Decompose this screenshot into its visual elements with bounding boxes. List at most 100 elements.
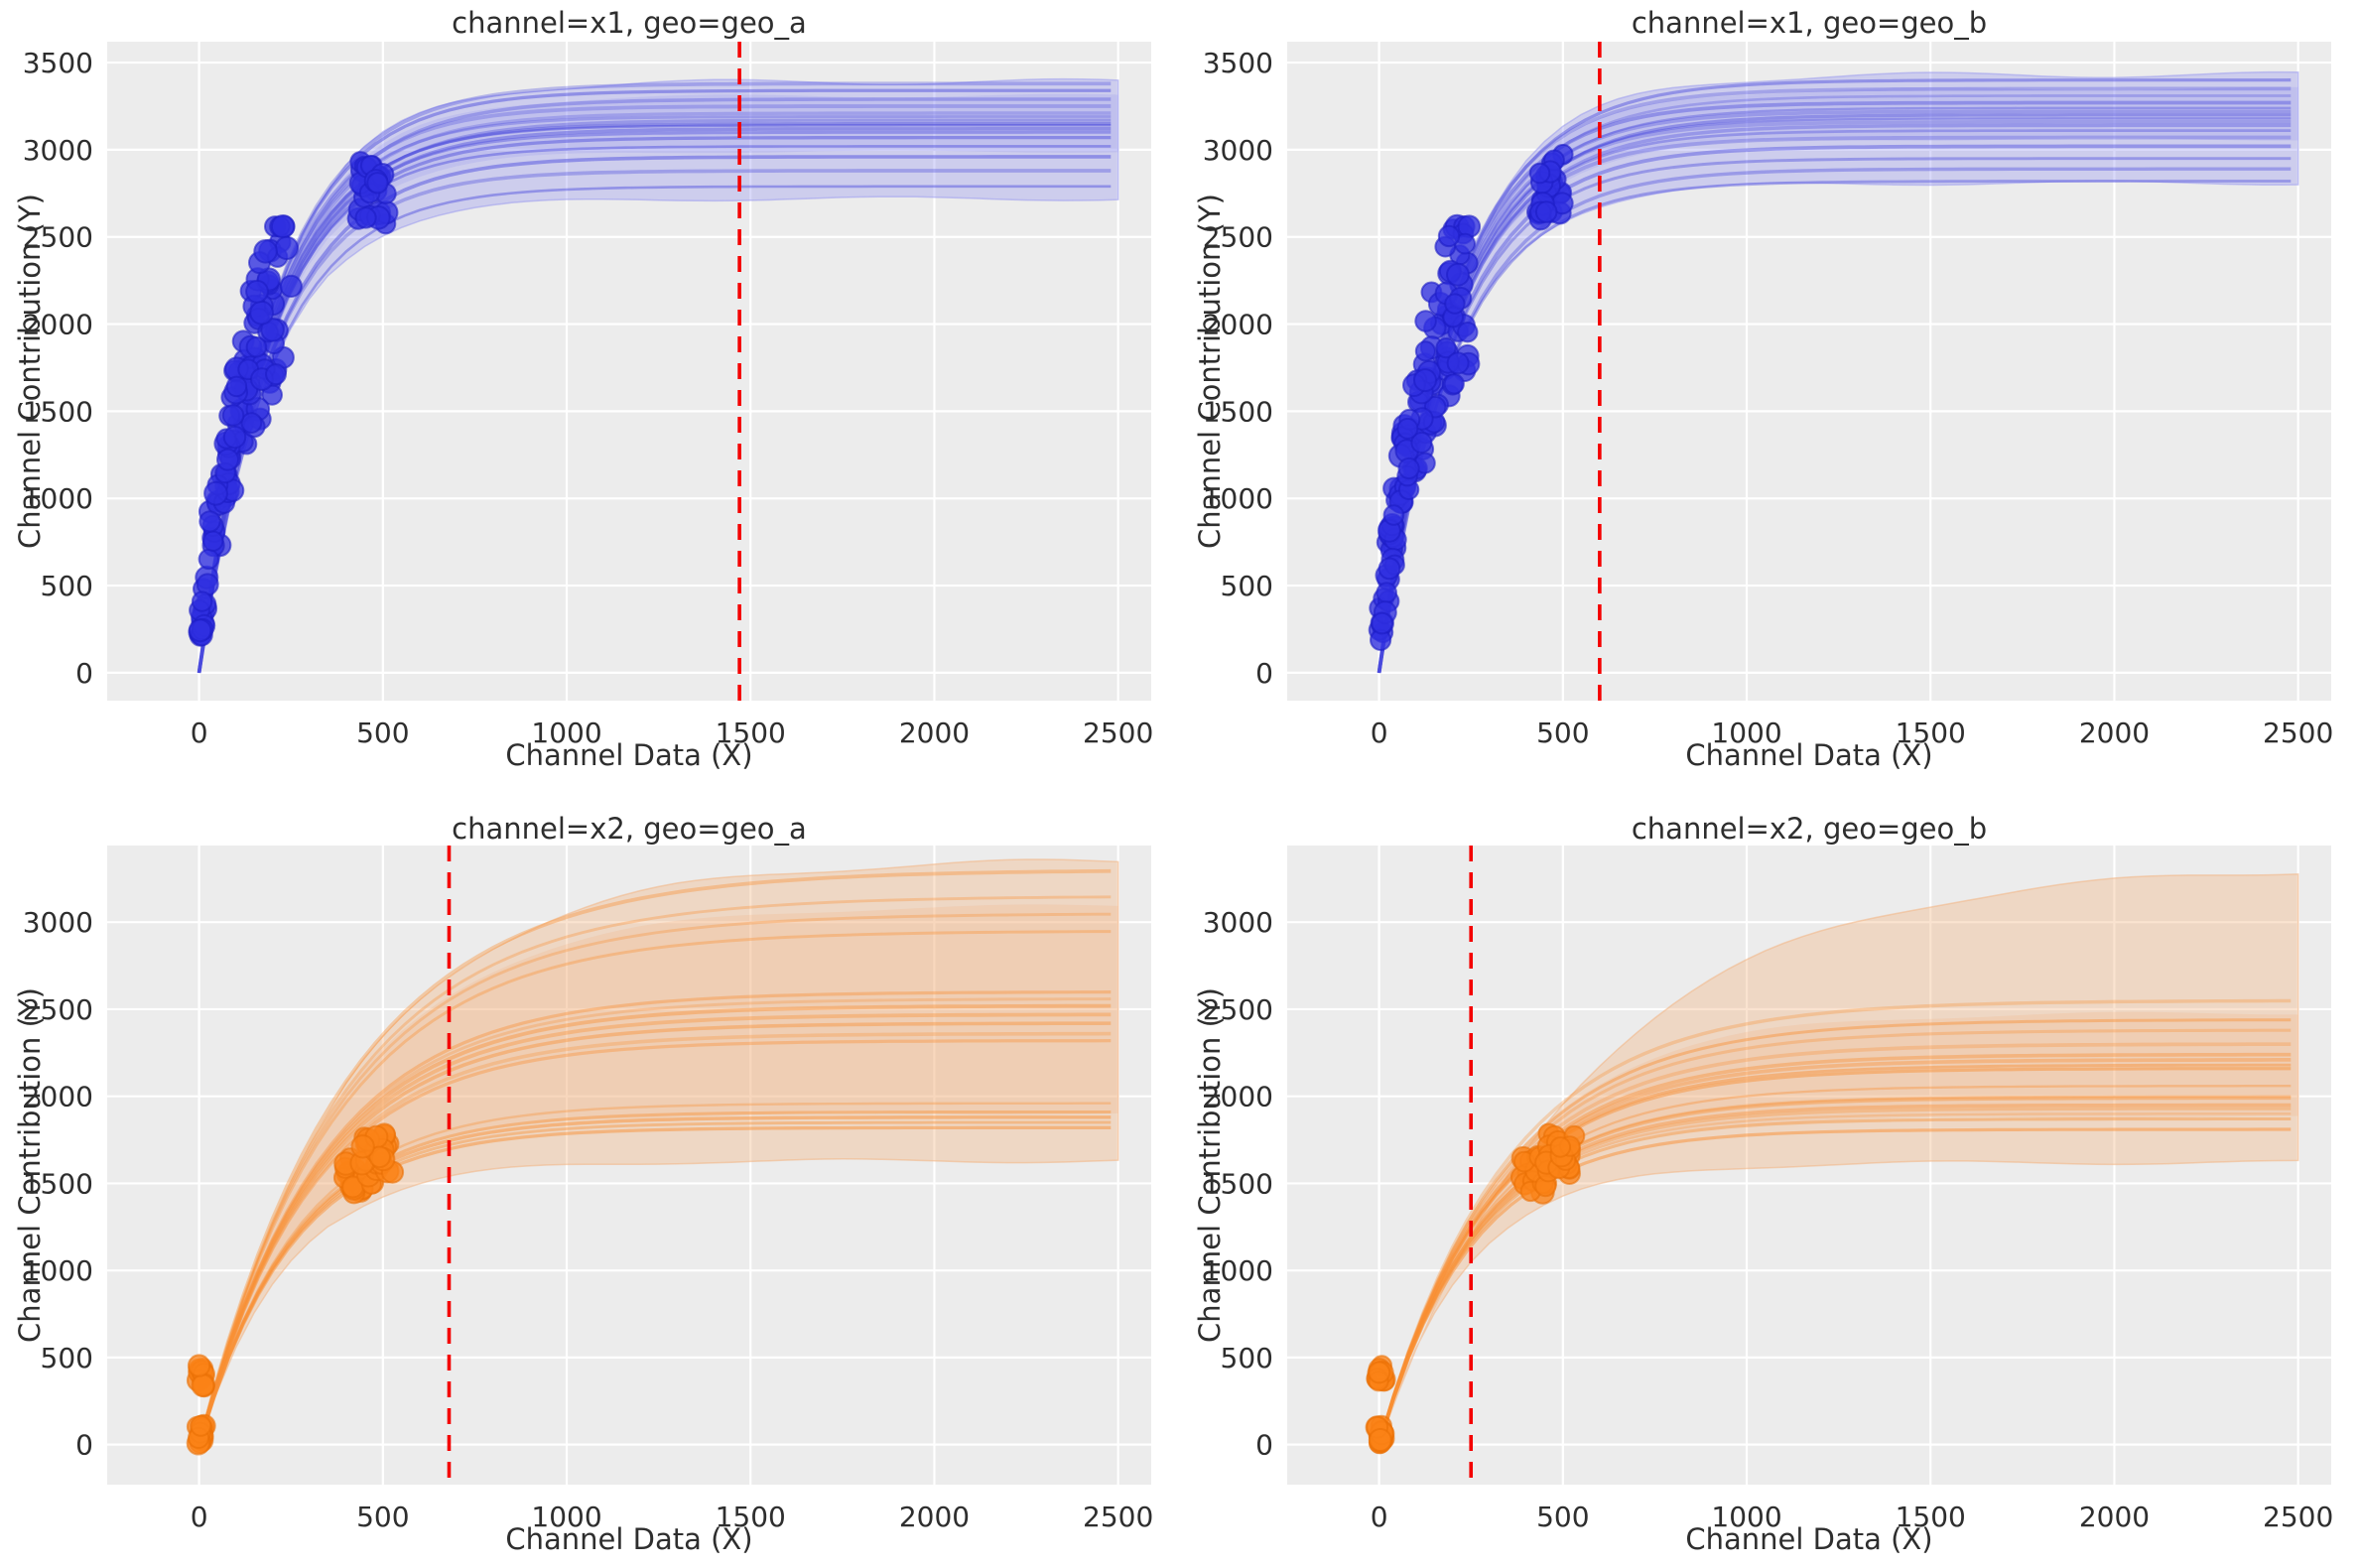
data-point: [221, 404, 245, 427]
data-point: [1414, 310, 1437, 332]
data-point: [265, 363, 287, 386]
x-tick-label: 500: [1536, 717, 1589, 749]
saturation-curve: [1377, 998, 2292, 1446]
data-point: [270, 214, 296, 239]
y-tick-label: 3000: [1203, 906, 1273, 939]
scatter-layer: [1365, 1122, 1586, 1455]
x-tick-label: 2000: [2079, 717, 2150, 749]
x-tick-label: 2000: [899, 1501, 970, 1533]
plot-canvas-x1-geo-a: 0 500 1000 1500 2000 2500 0 500 1000 1500 2000 2500…: [23, 42, 1154, 749]
tick-labels: 0 500 1000 1500 2000 2500 0 500 1000 1500 2000 2500…: [1203, 906, 2334, 1533]
scatter-layer: [1368, 143, 1574, 652]
y-tick-label: 500: [41, 1342, 93, 1374]
saturation-curve: [197, 868, 1112, 1446]
data-point: [191, 1373, 215, 1397]
tick-labels: 0 500 1000 1500 2000 2500 0 500 1000 1500 2000 2500…: [23, 47, 1154, 749]
y-tick-label: 3000: [23, 134, 93, 167]
data-point: [190, 1414, 212, 1437]
data-point: [1368, 1428, 1392, 1452]
saturation-curve: [197, 930, 1112, 1445]
y-tick-label: 2500: [23, 993, 93, 1026]
data-point: [354, 206, 377, 229]
y-tick-label: 500: [1221, 1342, 1273, 1374]
saturation-curve: [197, 104, 1112, 674]
y-tick-label: 3000: [23, 906, 93, 939]
data-point: [1528, 162, 1551, 185]
data-point: [225, 375, 248, 398]
y-tick-label: 2000: [1203, 1081, 1273, 1113]
data-point: [253, 239, 278, 264]
data-point: [1410, 432, 1433, 454]
data-point: [1413, 368, 1437, 393]
saturation-curve: [1377, 78, 2292, 674]
x-tick-label: 1500: [1896, 717, 1966, 749]
saturation-curve: [197, 1012, 1112, 1446]
plot-canvas-x1-geo-b: 0 500 1000 1500 2000 2500 0 500 1000 1500 2000 2500…: [1203, 42, 2334, 749]
data-point: [1444, 293, 1466, 315]
y-tick-label: 1000: [23, 1254, 93, 1287]
y-tick-label: 1000: [1203, 1254, 1273, 1287]
x-tick-label: 0: [1371, 717, 1388, 749]
saturation-curve: [1377, 119, 2292, 674]
saturation-curve: [1377, 167, 2292, 674]
data-point: [222, 425, 247, 450]
x-tick-label: 0: [191, 1501, 208, 1533]
y-tick-label: 2500: [1203, 221, 1273, 254]
saturation-curve: [1377, 129, 2292, 674]
saturation-curve: [1377, 1028, 2292, 1446]
data-point: [202, 530, 224, 552]
x-tick-label: 2500: [2263, 1501, 2333, 1533]
x-tick-label: 2500: [2263, 717, 2333, 749]
tick-labels: 0 500 1000 1500 2000 2500 0 500 1000 1500 2000 2500…: [1203, 47, 2334, 749]
plot-canvas-x2-geo-a: 0 500 1000 1500 2000 2500 0 500 1000 1500 2000 2500…: [23, 846, 1153, 1533]
panel-x2-geo-b: 0 500 1000 1500 2000 2500 0 500 1000 1500 2000 2500…: [1180, 784, 2360, 1568]
panel-title: channel=x1, geo=geo_a: [452, 6, 807, 40]
saturation-curve: [1377, 113, 2292, 674]
data-point: [279, 274, 303, 298]
uncertainty-band: [1377, 873, 2299, 1445]
y-tick-label: 500: [1221, 570, 1273, 602]
panel-title: channel=x1, geo=geo_b: [1631, 6, 1988, 40]
data-point: [274, 235, 300, 261]
data-point: [366, 172, 389, 195]
data-point: [245, 335, 268, 358]
x-tick-label: 2500: [1083, 717, 1153, 749]
data-point: [1368, 1361, 1391, 1384]
x-axis-label: Channel Data (X): [505, 738, 753, 772]
saturation-curve: [197, 895, 1112, 1445]
uncertainty-band-inner: [198, 93, 1118, 673]
saturation-curve: [197, 912, 1112, 1445]
grid-layer: [1287, 846, 2331, 1485]
y-tick-label: 2000: [23, 1081, 93, 1113]
x-tick-label: 2500: [1083, 1501, 1153, 1533]
scatter-layer: [188, 151, 399, 647]
x-tick-label: 500: [356, 717, 409, 749]
x-tick-label: 1000: [1711, 717, 1781, 749]
y-tick-label: 1500: [23, 1167, 93, 1200]
y-tick-label: 3000: [1203, 134, 1273, 167]
y-tick-label: 1500: [23, 395, 93, 428]
data-point: [1534, 200, 1558, 223]
uncertainty-band: [1377, 70, 2299, 674]
data-point: [1397, 457, 1420, 480]
data-point: [198, 510, 221, 533]
x-tick-label: 1500: [716, 1501, 786, 1533]
data-point: [187, 1354, 211, 1377]
x-tick-label: 0: [191, 717, 208, 749]
data-point: [1437, 224, 1461, 248]
x-tick-label: 500: [1536, 1501, 1589, 1533]
data-point: [1382, 504, 1405, 526]
data-point: [188, 618, 212, 643]
y-tick-label: 3500: [23, 47, 93, 79]
panel-x2-geo-a: 0 500 1000 1500 2000 2500 0 500 1000 1500 2000 2500…: [0, 784, 1180, 1568]
data-point: [1376, 582, 1397, 604]
plot-canvas-x2-geo-b: 0 500 1000 1500 2000 2500 0 500 1000 1500 2000 2500…: [1203, 846, 2334, 1533]
uncertainty-band: [197, 77, 1119, 674]
saturation-curve: [197, 1021, 1112, 1446]
data-point: [260, 318, 285, 342]
x-tick-label: 1500: [716, 717, 786, 749]
x-axis-label: Channel Data (X): [1685, 738, 1933, 772]
saturation-curve: [197, 122, 1112, 674]
saturation-curve: [1377, 180, 2292, 674]
